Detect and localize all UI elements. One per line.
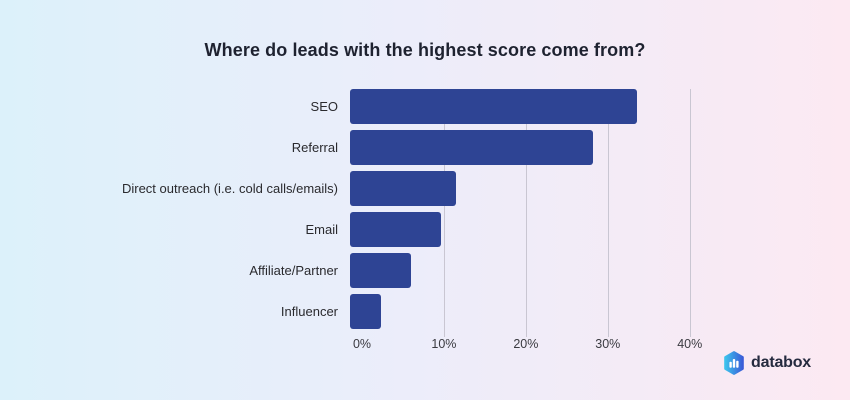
chart-title: Where do leads with the highest score co… — [204, 40, 646, 60]
bar-email — [350, 212, 441, 247]
x-tick-label: 20% — [513, 337, 539, 351]
category-label: Affiliate/Partner — [249, 263, 338, 278]
x-tick-label: 30% — [595, 337, 621, 351]
databox-hexagon-bar-chart-icon — [724, 351, 744, 375]
category-label: SEO — [310, 99, 338, 114]
databox-logo: databox — [723, 351, 811, 375]
bar-rows: SEO Referral Direct outreach (i.e. cold ca… — [0, 89, 850, 329]
bar-seo — [350, 89, 637, 124]
category-label: Referral — [291, 140, 338, 155]
x-tick-label: 10% — [431, 337, 457, 351]
bar-referral — [350, 130, 593, 165]
bar-row: Email — [0, 212, 850, 247]
databox-wordmark: databox — [751, 354, 811, 371]
bar-affiliate-partner — [350, 253, 411, 288]
bar-direct — [350, 171, 456, 206]
bar-track — [350, 130, 690, 165]
bar-track — [350, 253, 690, 288]
x-axis: 0% 10% 20% 30% 40% — [353, 337, 703, 353]
x-tick-label: 0% — [352, 337, 372, 351]
bar-row: Affiliate/Partner — [0, 253, 850, 288]
category-label: Influencer — [280, 304, 338, 319]
x-tick-label: 40% — [677, 337, 703, 351]
bar-row: Referral — [0, 130, 850, 165]
bar-track — [350, 171, 690, 206]
bar-track — [350, 294, 690, 329]
bar-row: SEO — [0, 89, 850, 124]
bar-chart: SEO Referral Direct outreach (i.e. cold ca… — [0, 89, 850, 351]
bar-row: Influencer — [0, 294, 850, 329]
bar-track — [350, 89, 690, 124]
bar-influencer — [350, 294, 382, 329]
category-label: Direct outreach (i.e. cold calls/emails) — [121, 181, 338, 196]
category-label: Email — [305, 222, 338, 237]
bar-row: Direct outreach (i.e. cold calls/emails) — [0, 171, 850, 206]
bar-track — [350, 212, 690, 247]
